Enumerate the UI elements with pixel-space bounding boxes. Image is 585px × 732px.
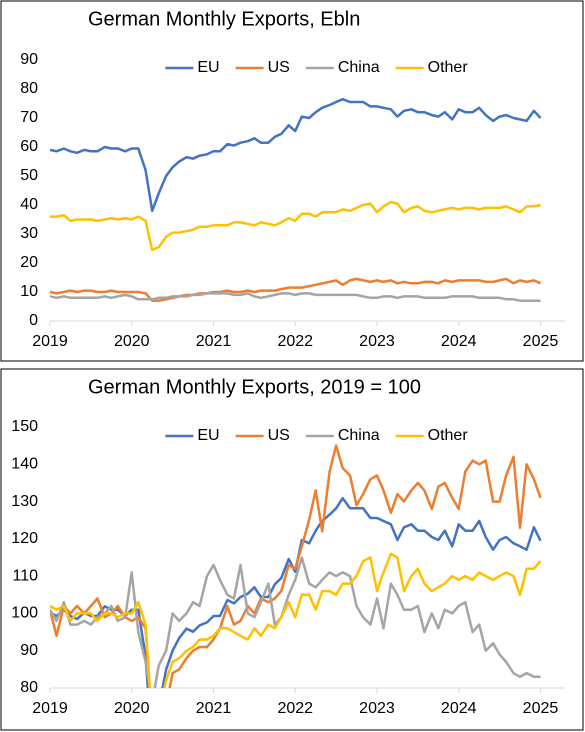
series-line	[50, 277, 542, 302]
series-line	[50, 444, 542, 688]
series-line	[50, 496, 542, 688]
x-tick-label: 2022	[277, 333, 313, 350]
x-tick-label: 2024	[441, 700, 477, 717]
y-tick-label: 140	[11, 456, 38, 473]
y-tick-label: 100	[11, 605, 38, 622]
legend-label: US	[268, 427, 290, 444]
panel-border	[0, 0, 584, 362]
x-tick-label: 2021	[196, 700, 232, 717]
legend-label: Other	[428, 427, 469, 444]
x-tick-label: 2019	[32, 700, 68, 717]
x-tick-label: 2024	[441, 333, 477, 350]
legend-label: US	[268, 59, 290, 76]
x-tick-label: 2023	[359, 333, 395, 350]
series-line	[50, 200, 541, 252]
x-tick-label: 2020	[114, 333, 150, 350]
legend-label: Other	[428, 59, 469, 76]
legend-label: China	[338, 427, 380, 444]
y-tick-label: 90	[20, 51, 38, 68]
series-line	[50, 97, 542, 213]
y-tick-label: 150	[11, 418, 38, 435]
y-tick-label: 30	[20, 225, 38, 242]
y-tick-label: 70	[20, 109, 38, 126]
y-tick-label: 120	[11, 530, 38, 547]
x-tick-label: 2025	[523, 700, 559, 717]
y-tick-label: 110	[12, 567, 38, 584]
x-tick-label: 2019	[32, 333, 68, 350]
series-line	[50, 556, 541, 688]
y-tick-label: 20	[20, 254, 38, 271]
legend-label: EU	[197, 427, 219, 444]
y-tick-label: 130	[11, 493, 38, 510]
y-tick-label: 80	[20, 679, 38, 696]
y-tick-label: 0	[29, 312, 38, 329]
y-tick-label: 60	[20, 138, 38, 155]
series-line	[50, 292, 541, 302]
y-tick-label: 80	[20, 80, 38, 97]
y-tick-label: 40	[20, 196, 38, 213]
chart-title: German Monthly Exports, Ebln	[88, 8, 360, 30]
series-line	[50, 552, 542, 688]
x-tick-label: 2023	[359, 700, 395, 717]
y-tick-label: 50	[20, 167, 38, 184]
legend-label: China	[338, 59, 380, 76]
x-tick-label: 2020	[114, 700, 150, 717]
x-tick-label: 2022	[277, 700, 313, 717]
chart-title: German Monthly Exports, 2019 = 100	[88, 376, 421, 398]
x-tick-label: 2025	[523, 333, 559, 350]
x-tick-label: 2021	[196, 333, 232, 350]
panel-border	[0, 368, 584, 731]
y-tick-label: 10	[20, 283, 38, 300]
y-tick-label: 90	[20, 642, 38, 659]
legend-label: EU	[197, 59, 219, 76]
